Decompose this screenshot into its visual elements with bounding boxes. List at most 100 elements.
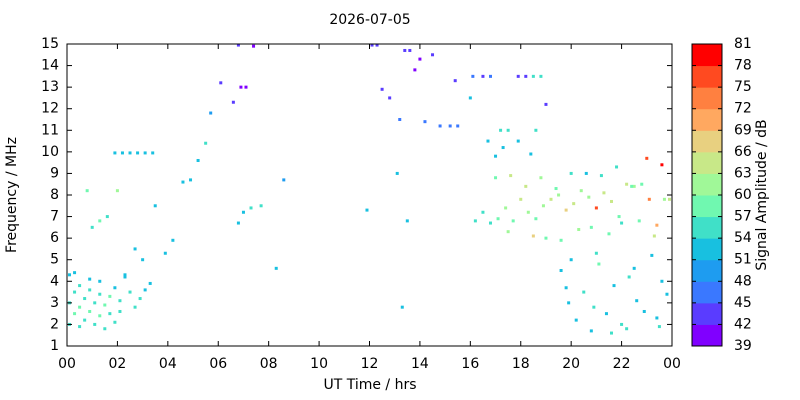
data-point — [98, 292, 102, 296]
data-point — [494, 154, 498, 158]
data-point — [418, 57, 422, 61]
data-point — [78, 284, 82, 288]
data-point — [209, 111, 213, 115]
data-point — [68, 273, 72, 277]
data-point — [544, 236, 548, 240]
y-tick-label: 11 — [41, 122, 59, 138]
data-point — [405, 219, 409, 223]
data-point — [408, 48, 412, 52]
y-tick-label: 7 — [50, 209, 59, 225]
colorbar-tick-label: 60 — [734, 187, 752, 203]
colorbar-tick-label: 63 — [734, 165, 752, 181]
colorbar-band — [692, 173, 722, 196]
data-point — [120, 151, 124, 155]
data-point — [108, 312, 112, 316]
data-point — [423, 120, 427, 124]
x-tick-label: 00 — [663, 356, 681, 372]
data-point — [506, 230, 510, 234]
data-point — [231, 100, 235, 104]
x-tick-label: 18 — [512, 356, 530, 372]
data-point — [274, 266, 278, 270]
data-point — [645, 156, 649, 160]
data-point — [108, 294, 112, 298]
data-point — [567, 301, 571, 305]
data-point — [103, 303, 107, 307]
data-point — [579, 189, 583, 193]
data-point — [597, 262, 601, 266]
data-point — [481, 74, 485, 78]
data-point — [78, 325, 82, 329]
data-point — [388, 96, 392, 100]
data-point — [559, 238, 563, 242]
data-point — [103, 327, 107, 331]
data-point — [375, 43, 379, 47]
data-point — [534, 217, 538, 221]
data-point — [138, 297, 142, 301]
y-axis-label: Frequency / MHz — [4, 137, 20, 253]
data-point — [181, 180, 185, 184]
data-point — [128, 290, 132, 294]
data-point — [647, 197, 651, 201]
data-point — [574, 318, 578, 322]
data-point — [113, 286, 117, 290]
data-point — [577, 228, 581, 232]
x-tick-label: 08 — [260, 356, 278, 372]
data-point — [473, 219, 477, 223]
data-point — [398, 118, 402, 121]
data-point — [637, 219, 641, 223]
y-tick-label: 14 — [41, 58, 59, 74]
data-point — [511, 219, 515, 223]
data-point — [531, 74, 535, 78]
data-point — [589, 329, 593, 333]
colorbar-tick-label: 72 — [734, 101, 752, 117]
data-point — [599, 174, 603, 178]
data-point — [403, 48, 407, 52]
data-point — [549, 197, 553, 201]
x-tick-label: 20 — [562, 356, 580, 372]
colorbar-band — [692, 44, 722, 67]
colorbar-tick-label: 42 — [734, 316, 752, 332]
data-point — [506, 128, 510, 132]
data-point — [640, 182, 644, 186]
data-point — [650, 253, 654, 257]
data-point — [148, 281, 152, 285]
data-point — [115, 189, 119, 193]
data-point — [236, 43, 240, 47]
data-point — [594, 206, 598, 210]
x-axis-label: UT Time / hrs — [323, 377, 416, 393]
colorbar-label: Signal Amplitude / dB — [754, 119, 770, 270]
data-point — [554, 187, 558, 191]
data-point — [73, 290, 77, 294]
colorbar-band — [692, 87, 722, 110]
data-point — [665, 292, 669, 296]
data-point — [171, 238, 175, 242]
data-point — [204, 141, 208, 145]
data-point — [93, 322, 97, 326]
data-point — [438, 124, 442, 128]
data-point — [395, 171, 399, 175]
data-point — [569, 171, 573, 175]
data-point — [632, 266, 636, 270]
data-point — [584, 171, 588, 175]
colorbar-tick-label: 75 — [734, 79, 752, 95]
y-tick-label: 13 — [41, 79, 59, 95]
data-point — [88, 309, 92, 313]
data-point — [98, 219, 102, 223]
data-point — [489, 221, 492, 225]
data-point — [557, 193, 561, 197]
data-point — [239, 85, 243, 89]
data-point — [655, 316, 659, 320]
x-tick-label: 16 — [461, 356, 479, 372]
data-point — [456, 124, 460, 128]
data-point — [531, 234, 535, 238]
x-tick-label: 22 — [613, 356, 631, 372]
data-point — [468, 96, 472, 100]
x-tick-label: 10 — [310, 356, 328, 372]
data-point — [612, 284, 616, 288]
chart-title: 2026-07-05 — [329, 12, 410, 28]
data-point — [594, 251, 598, 255]
data-point — [128, 151, 132, 155]
data-point — [524, 184, 528, 188]
